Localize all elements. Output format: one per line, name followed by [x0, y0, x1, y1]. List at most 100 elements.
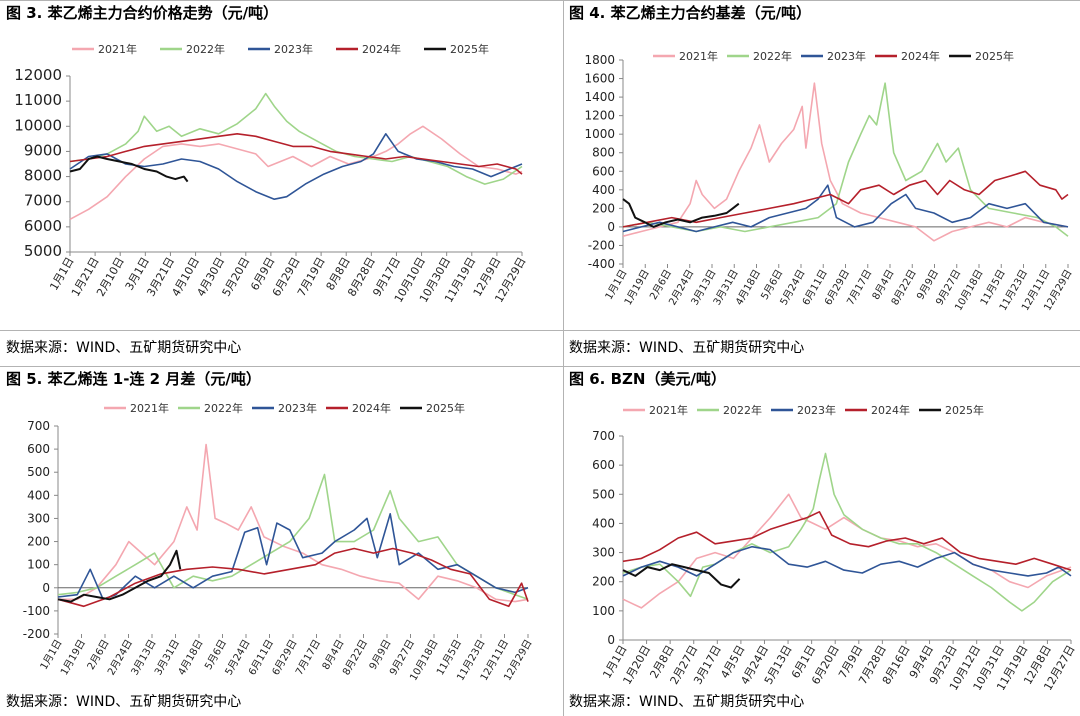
y-tick-label: 500 [27, 465, 50, 479]
chart-panel-price: 图 3. 苯乙烯主力合约价格走势（元/吨） 5000 6000 7000 8000 90… [0, 0, 540, 358]
y-tick-label: 400 [592, 183, 615, 197]
chart-panel-spread: 图 5. 苯乙烯连 1-连 2 月差（元/吨） -200 -100 0 100 200 3… [0, 366, 563, 716]
x-tick-label: 8月4日 [320, 638, 347, 672]
y-tick-label: 700 [592, 429, 615, 443]
legend-label: 2023年 [274, 42, 313, 56]
legend-label: 2025年 [945, 403, 984, 417]
legend-label: 2021年 [679, 49, 718, 63]
y-tick-label: 700 [27, 419, 50, 433]
series-line-2024年 [622, 170, 1069, 228]
legend-label: 2024年 [362, 42, 401, 56]
y-tick-label: 600 [592, 458, 615, 472]
y-tick-label: 12000 [14, 66, 62, 84]
y-tick-label: 400 [592, 516, 615, 530]
legend-label: 2023年 [797, 403, 836, 417]
series-line-2022年 [69, 92, 523, 185]
legend-label: 2022年 [204, 401, 243, 415]
y-tick-label: 100 [27, 558, 50, 572]
y-tick-label: 600 [27, 442, 50, 456]
source-note: 数据来源：WIND、五矿期货研究中心 [6, 340, 242, 356]
series-line-2023年 [622, 184, 1069, 233]
y-tick-label: 200 [592, 575, 615, 589]
source-note: 数据来源：WIND、五矿期货研究中心 [569, 694, 805, 710]
y-tick-label: 10000 [14, 116, 62, 134]
legend-label: 2022年 [723, 403, 762, 417]
series-line-2021年 [69, 125, 523, 221]
series-line-2021年 [58, 443, 529, 603]
y-tick-label: 800 [592, 146, 615, 160]
chart-title: 图 3. 苯乙烯主力合约价格走势（元/吨） [6, 4, 279, 22]
source-note: 数据来源：WIND、五矿期货研究中心 [6, 694, 242, 710]
legend-label: 2023年 [827, 49, 866, 63]
series-line-2024年 [57, 547, 529, 608]
series-line-2022年 [622, 82, 1069, 237]
legend-label: 2024年 [901, 49, 940, 63]
legend-label: 2021年 [649, 403, 688, 417]
series-line-2021年 [622, 82, 1069, 242]
x-tick-label: 5月6日 [202, 638, 229, 672]
y-tick-label: 9000 [24, 141, 62, 159]
y-tick-label: -200 [23, 627, 50, 641]
legend-label: 2023年 [278, 401, 317, 415]
legend-label: 2025年 [426, 401, 465, 415]
y-tick-label: 1000 [584, 127, 615, 141]
grid-separator-middle-upper [0, 330, 1080, 331]
y-tick-label: 600 [592, 164, 615, 178]
y-tick-label: 1200 [584, 109, 615, 123]
legend-label: 2025年 [975, 49, 1014, 63]
series-line-2021年 [622, 493, 1072, 609]
chart-title: 图 5. 苯乙烯连 1-连 2 月差（元/吨） [6, 370, 261, 388]
legend-label: 2022年 [753, 49, 792, 63]
y-tick-label: 7000 [24, 192, 62, 210]
series-line-2023年 [57, 513, 529, 601]
y-tick-label: 200 [592, 201, 615, 215]
legend-label: 2021年 [98, 42, 137, 56]
y-tick-label: 1400 [584, 90, 615, 104]
chart-svg: 01002003004005006007001月1日1月20日2月8日2月27日… [592, 403, 1078, 690]
chart-title: 图 4. 苯乙烯主力合约基差（元/吨） [569, 4, 812, 22]
x-tick-label: 1月1日 [38, 638, 65, 672]
y-tick-label: 6000 [24, 217, 62, 235]
y-tick-label: 200 [27, 535, 50, 549]
y-tick-label: -100 [23, 604, 50, 618]
chart-title: 图 6. BZN（美元/吨） [569, 370, 726, 388]
grid-separator-vertical [563, 0, 564, 716]
y-tick-label: -200 [588, 238, 615, 252]
legend-label: 2022年 [186, 42, 225, 56]
series-line-2024年 [622, 511, 1072, 571]
legend-label: 2024年 [352, 401, 391, 415]
legend-label: 2024年 [871, 403, 910, 417]
y-tick-label: 0 [607, 633, 615, 647]
series-line-2022年 [622, 452, 1072, 612]
series-line-2025年 [622, 198, 740, 228]
x-tick-label: 9月9日 [367, 638, 394, 672]
y-tick-label: 5000 [24, 242, 62, 260]
y-tick-label: 1800 [584, 53, 615, 67]
series-line-2023年 [69, 133, 523, 200]
legend-label: 2021年 [130, 401, 169, 415]
y-tick-label: 500 [592, 487, 615, 501]
chart-svg: -200-10001002003004005006007001月1日1月19日2… [23, 401, 535, 683]
chart-svg: 500060007000800090001000011000120001月1日1… [14, 42, 528, 305]
series-line-2023年 [622, 545, 1072, 577]
y-tick-label: 400 [27, 488, 50, 502]
series-line-2025年 [69, 155, 189, 183]
grid-separator-top [0, 0, 1080, 1]
y-tick-label: 1600 [584, 72, 615, 86]
y-tick-label: 300 [27, 511, 50, 525]
chart-panel-bzn: 图 6. BZN（美元/吨） 0 100 200 300 400 500 600 700 1月1… [563, 366, 1080, 716]
series-line-2022年 [57, 473, 529, 601]
y-tick-label: 11000 [14, 91, 62, 109]
y-tick-label: 300 [592, 546, 615, 560]
y-tick-label: 8000 [24, 167, 62, 185]
series-line-2025年 [57, 549, 182, 603]
y-tick-label: 0 [607, 220, 615, 234]
series-line-2025年 [622, 563, 741, 589]
chart-panel-basis: 图 4. 苯乙烯主力合约基差（元/吨） -400 -200 0 200 400 600 80… [563, 0, 1080, 358]
y-tick-label: -400 [588, 257, 615, 271]
grid-separator-middle-lower [0, 366, 1080, 367]
series-line-2024年 [69, 133, 523, 175]
x-tick-label: 2月6日 [85, 638, 112, 672]
y-tick-label: 0 [42, 581, 50, 595]
chart-svg: -400 -200 0 200 400 600 800 1000 1200 1400 1600 180… [584, 49, 1074, 313]
